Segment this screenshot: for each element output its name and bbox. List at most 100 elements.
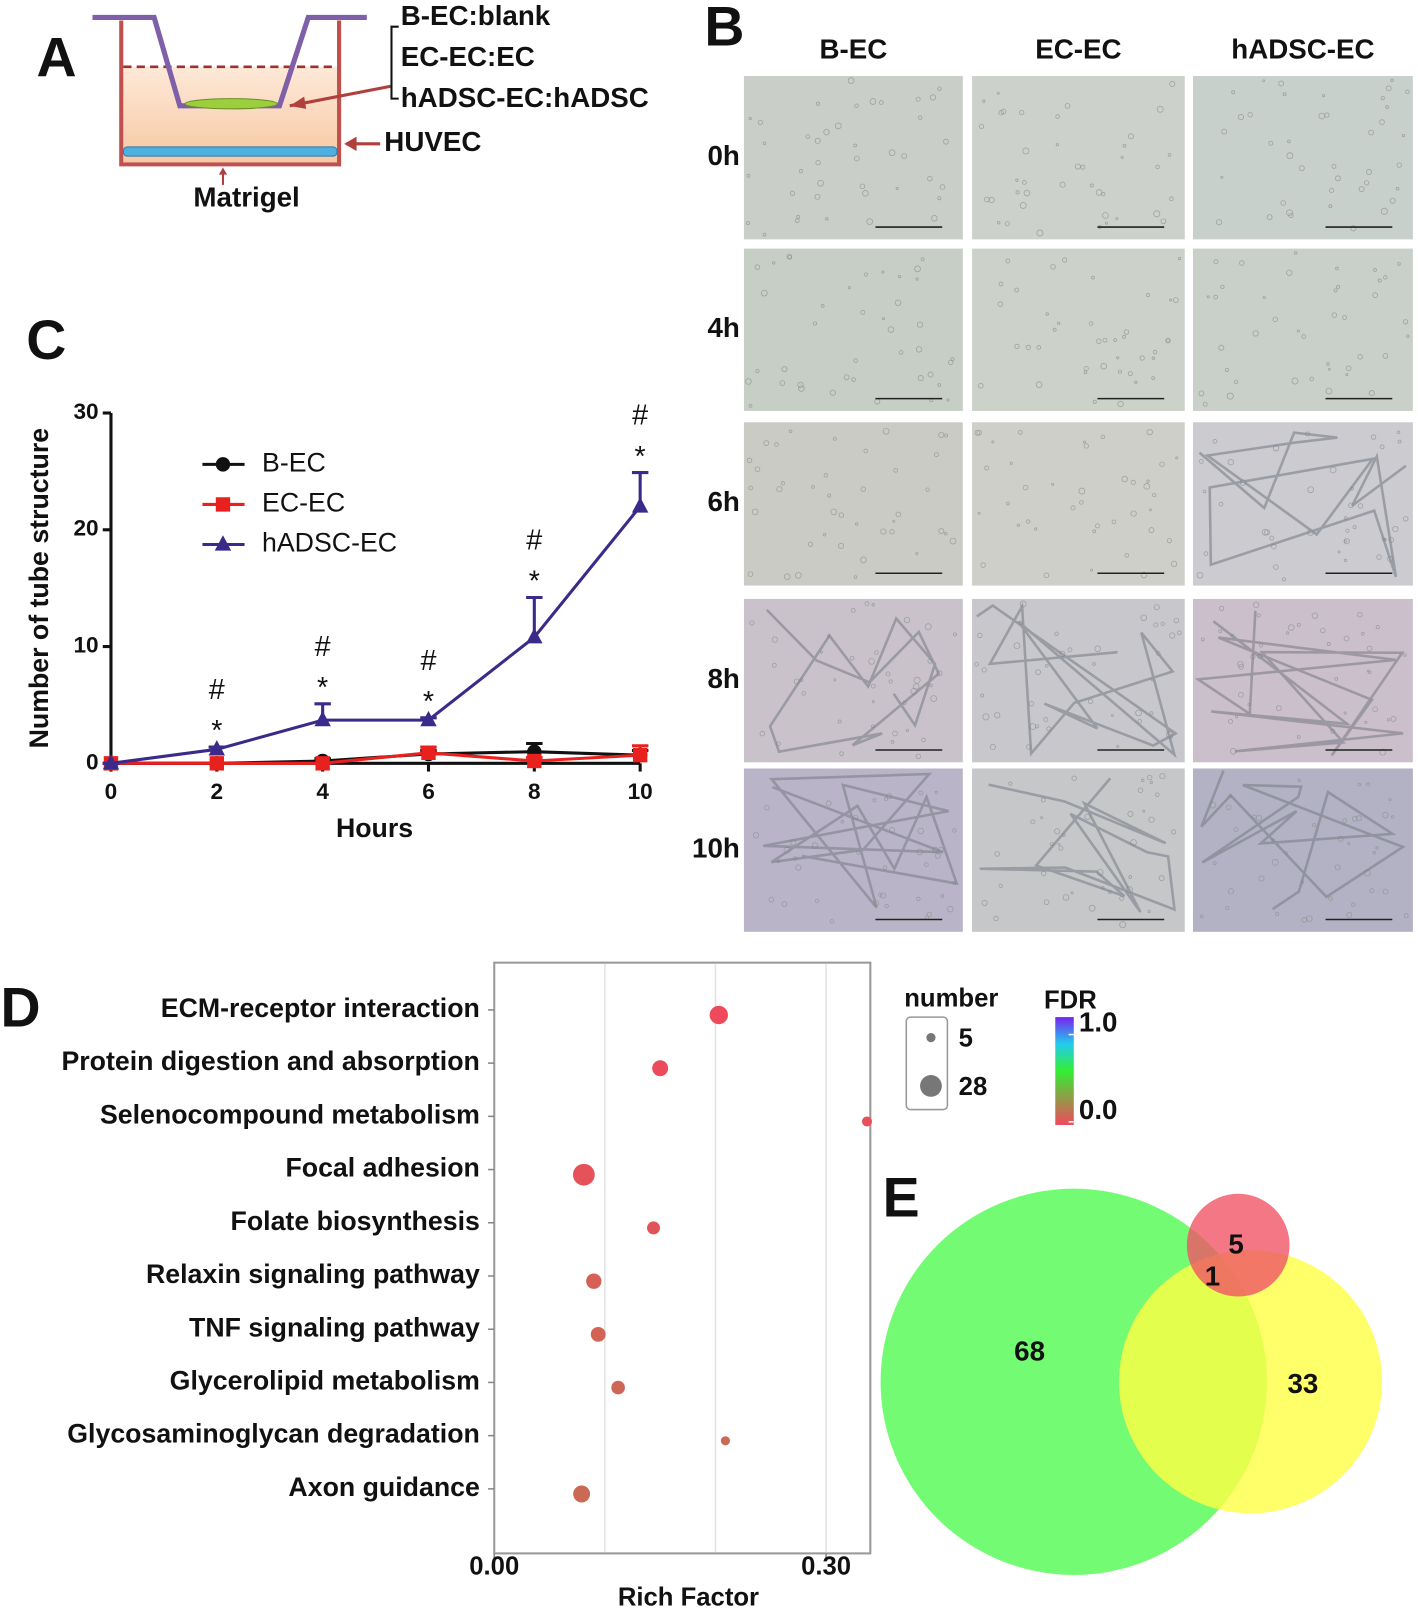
cell-texture <box>1149 711 1154 716</box>
cell-texture <box>950 357 955 362</box>
cell-texture <box>1155 164 1160 169</box>
marker <box>209 756 225 771</box>
cell-texture <box>764 804 770 811</box>
cell-texture <box>815 101 821 106</box>
cell-texture <box>1122 335 1127 339</box>
arrowhead <box>218 167 228 175</box>
cell-texture <box>1233 379 1239 384</box>
cell-texture <box>1088 904 1096 912</box>
cell-texture <box>1140 614 1147 622</box>
cell-texture <box>1206 295 1210 299</box>
cell-texture <box>1389 197 1396 204</box>
cell-texture <box>1343 538 1350 545</box>
cell-texture <box>1203 551 1209 556</box>
cell-texture <box>1171 829 1177 835</box>
cell-texture <box>1166 538 1172 544</box>
cell-texture <box>916 896 921 902</box>
cell-texture <box>1083 443 1089 449</box>
cell-texture <box>998 883 1003 888</box>
cell-texture <box>1357 503 1364 509</box>
cell-texture <box>1396 430 1401 435</box>
cell-texture <box>988 196 995 204</box>
cell-texture <box>1044 664 1049 668</box>
cell-texture <box>882 427 890 435</box>
cell-texture <box>1377 278 1382 283</box>
cell-texture <box>1089 183 1094 188</box>
micrograph-image <box>743 76 963 240</box>
size-legend-dot <box>920 1075 942 1097</box>
cell-texture <box>849 655 855 661</box>
cell-texture <box>1061 257 1068 263</box>
cell-texture <box>925 487 930 492</box>
cell-texture <box>915 552 919 556</box>
cell-texture <box>1152 349 1158 355</box>
cell-texture <box>1345 373 1349 377</box>
cell-texture <box>1366 645 1373 652</box>
cell-texture <box>789 190 795 196</box>
cell-texture <box>1375 846 1379 850</box>
cell-texture <box>915 277 919 281</box>
cell-texture <box>833 678 837 682</box>
cell-texture <box>1368 390 1375 397</box>
y-tick-label: Focal adhesion <box>285 1153 479 1183</box>
marker <box>215 497 231 512</box>
cell-texture <box>746 457 753 464</box>
cell-texture <box>1286 152 1294 160</box>
micrograph <box>743 768 963 932</box>
row-label: 10h <box>692 832 740 863</box>
cell-texture <box>768 896 775 903</box>
cell-texture <box>984 465 990 471</box>
cell-texture <box>762 232 767 237</box>
cell-texture <box>997 301 1004 307</box>
cell-label: HUVEC <box>384 126 481 157</box>
cell-texture <box>1071 775 1077 781</box>
cell-texture <box>1091 275 1095 280</box>
y-tick-label: Folate biosynthesis <box>231 1206 480 1236</box>
cell-texture <box>1347 841 1351 846</box>
cell-texture <box>1361 631 1365 636</box>
cell-texture <box>798 385 805 392</box>
cell-texture <box>1239 260 1245 266</box>
micrograph <box>743 76 963 240</box>
cell-texture <box>748 117 752 121</box>
cell-texture <box>788 429 793 434</box>
cell-texture <box>869 98 877 105</box>
cell-texture <box>1297 778 1302 783</box>
cell-texture <box>1262 295 1266 300</box>
cell-texture <box>1141 778 1145 783</box>
cell-texture <box>1036 345 1042 350</box>
cell-texture <box>1273 564 1279 570</box>
cell-texture <box>894 299 902 306</box>
cell-texture <box>1169 81 1176 88</box>
cell-texture <box>1268 140 1274 146</box>
cell-texture <box>974 661 979 667</box>
cell-texture <box>1382 888 1389 895</box>
cell-texture <box>1052 327 1057 332</box>
cell-texture <box>871 700 875 704</box>
cell-texture <box>1160 218 1167 225</box>
cell-texture <box>1156 105 1164 113</box>
bubble <box>647 1221 661 1235</box>
bubble <box>720 1436 731 1446</box>
cell-texture <box>1291 377 1299 385</box>
cell-texture <box>1272 316 1279 323</box>
cell-texture <box>1357 354 1363 360</box>
cell-texture <box>913 676 921 684</box>
cell-texture <box>1357 612 1363 618</box>
cell-texture <box>1102 212 1109 219</box>
marker <box>215 457 231 472</box>
y-tick-label: Glycosaminoglycan degradation <box>67 1419 480 1449</box>
cell-texture <box>812 321 818 326</box>
marker <box>315 756 330 771</box>
cell-texture <box>1170 560 1178 568</box>
row-label: 4h <box>707 312 739 343</box>
cell-texture <box>1351 902 1356 907</box>
cell-texture <box>1022 484 1029 491</box>
row-label: 8h <box>707 663 739 694</box>
cell-texture <box>943 531 948 536</box>
cell-texture <box>847 77 855 84</box>
cell-texture <box>939 184 946 190</box>
cell-texture <box>1288 212 1294 219</box>
cell-texture <box>1406 334 1410 338</box>
cell-texture <box>1237 660 1244 668</box>
